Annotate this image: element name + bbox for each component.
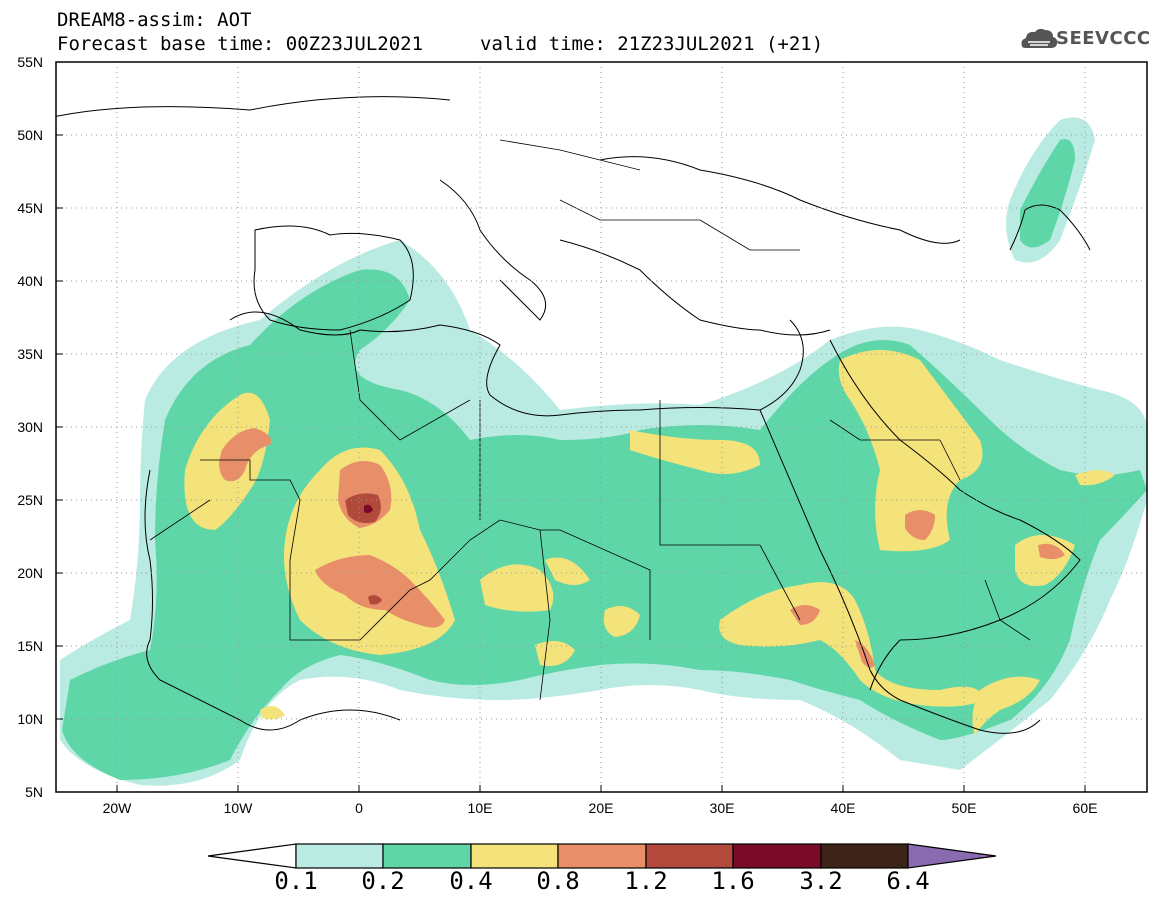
aot-level-1.6 [364, 504, 373, 514]
lat-label: 20N [17, 565, 43, 581]
colorbar-segment-2 [382, 843, 472, 869]
colorbar-label: 6.4 [886, 867, 930, 895]
colorbar-high-arrow [907, 843, 997, 869]
lat-label: 25N [17, 492, 43, 508]
lon-label: 60E [1072, 800, 1098, 816]
lon-label: 10W [223, 800, 253, 816]
colorbar-label: 1.2 [624, 867, 668, 895]
colorbar-segment-5 [645, 843, 734, 869]
gridlines [56, 62, 1147, 792]
cloud-icon [1021, 28, 1058, 48]
lat-label: 5N [25, 784, 43, 800]
colorbar-label: 1.6 [711, 867, 755, 895]
lat-label: 55N [17, 54, 43, 70]
colorbar-label: 3.2 [799, 867, 843, 895]
colorbar-label: 0.1 [274, 867, 318, 895]
lon-label: 20E [588, 800, 614, 816]
valid-time: valid time: 21Z23JUL2021 (+21) [480, 33, 824, 55]
logo-text: SEEVCCC [1056, 28, 1151, 49]
lat-label: 40N [17, 273, 43, 289]
colorbar-label: 0.4 [449, 867, 493, 895]
lon-label: 50E [951, 800, 977, 816]
lat-label: 10N [17, 711, 43, 727]
country-borders [149, 139, 1031, 701]
lat-label: 30N [17, 419, 43, 435]
lon-label: 40E [830, 800, 856, 816]
map-title: DREAM8-assim: AOT [57, 9, 252, 31]
colorbar-segment-4 [557, 843, 647, 869]
colorbar-segment-1 [295, 843, 384, 869]
lat-label: 35N [17, 346, 43, 362]
lon-label: 0 [355, 800, 363, 816]
colorbar-label: 0.2 [361, 867, 405, 895]
forecast-base-time: Forecast base time: 00Z23JUL2021 [57, 33, 424, 55]
aot-field [60, 117, 1147, 786]
colorbar-low-arrow [207, 843, 297, 869]
lat-label: 15N [17, 638, 43, 654]
lat-label: 45N [17, 200, 43, 216]
lon-label: 10E [467, 800, 493, 816]
colorbar-segment-3 [470, 843, 559, 869]
colorbar-segment-6 [732, 843, 822, 869]
lon-label: 20W [102, 800, 132, 816]
axis-ticks [56, 61, 1086, 792]
colorbar-label: 0.8 [536, 867, 580, 895]
lat-label: 50N [17, 127, 43, 143]
colorbar-segment-7 [820, 843, 909, 869]
lon-label: 30E [709, 800, 735, 816]
aot-level-1.2 [345, 493, 382, 605]
